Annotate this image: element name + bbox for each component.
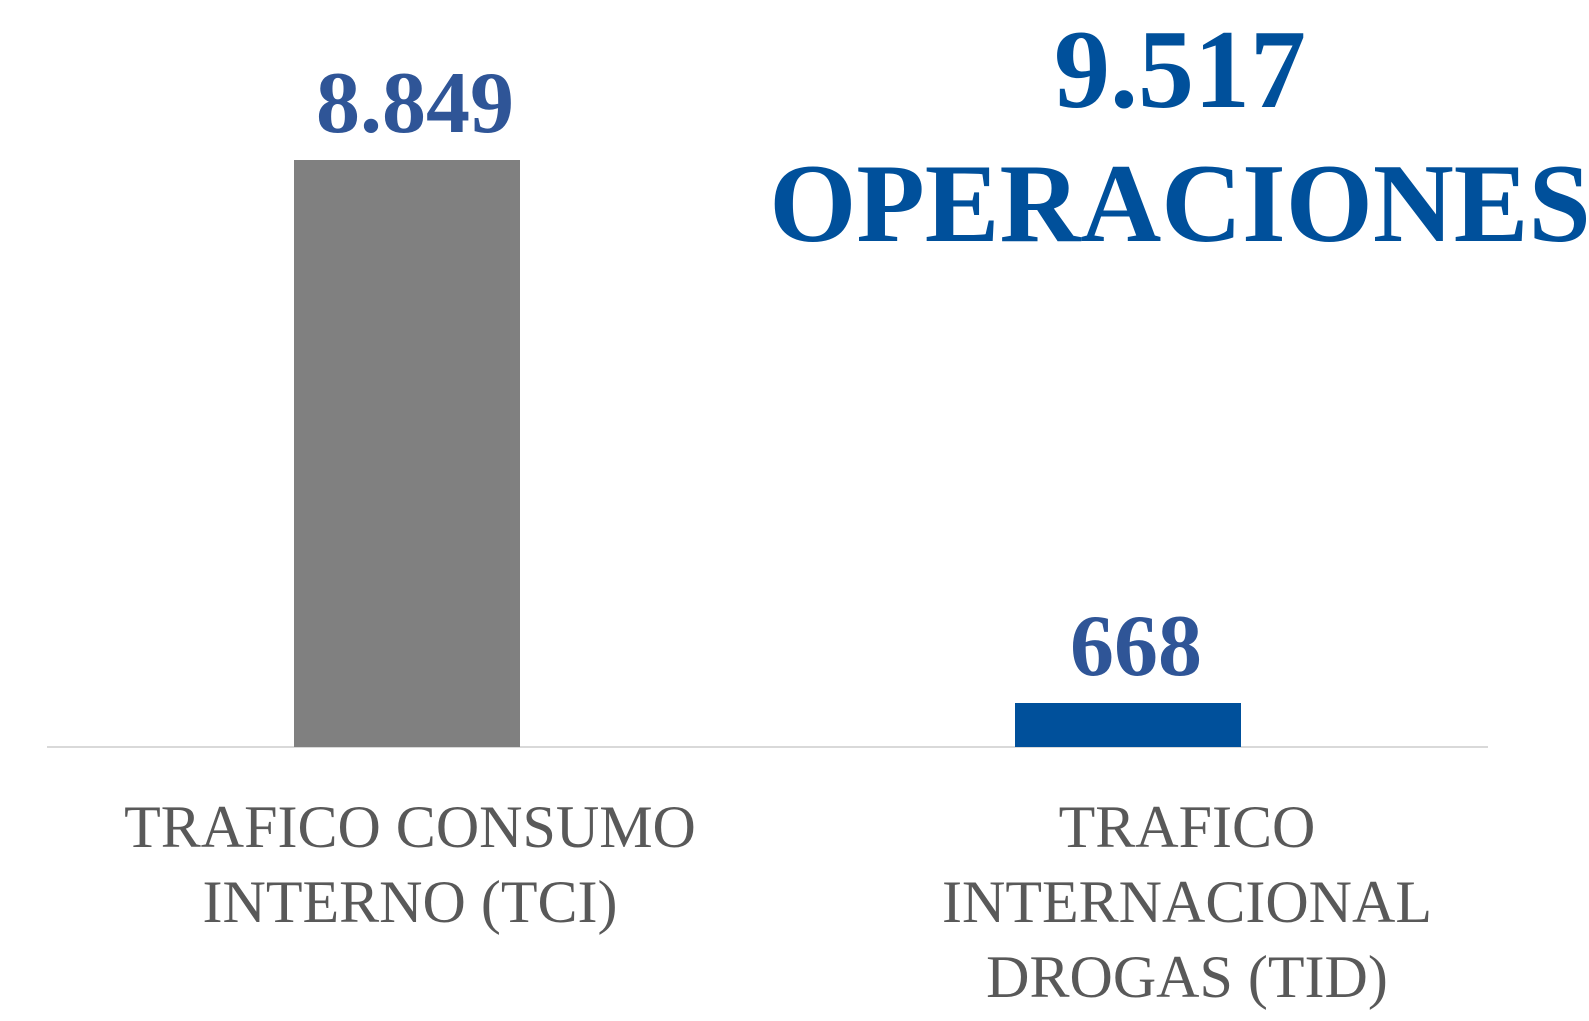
baseline (47, 746, 1488, 748)
x-tick-label: TRAFICO CONSUMO INTERNO (TCI) (124, 794, 696, 935)
annotation: OPERACIONES (769, 142, 1589, 266)
value-label: 8.849 (316, 55, 514, 152)
bar (294, 160, 520, 747)
x-tick-label: TRAFICO INTERNACIONAL DROGAS (TID) (942, 794, 1432, 1010)
annotation: 9.517 (1054, 8, 1306, 132)
bar (1015, 702, 1241, 747)
value-label: 668 (1070, 597, 1202, 695)
